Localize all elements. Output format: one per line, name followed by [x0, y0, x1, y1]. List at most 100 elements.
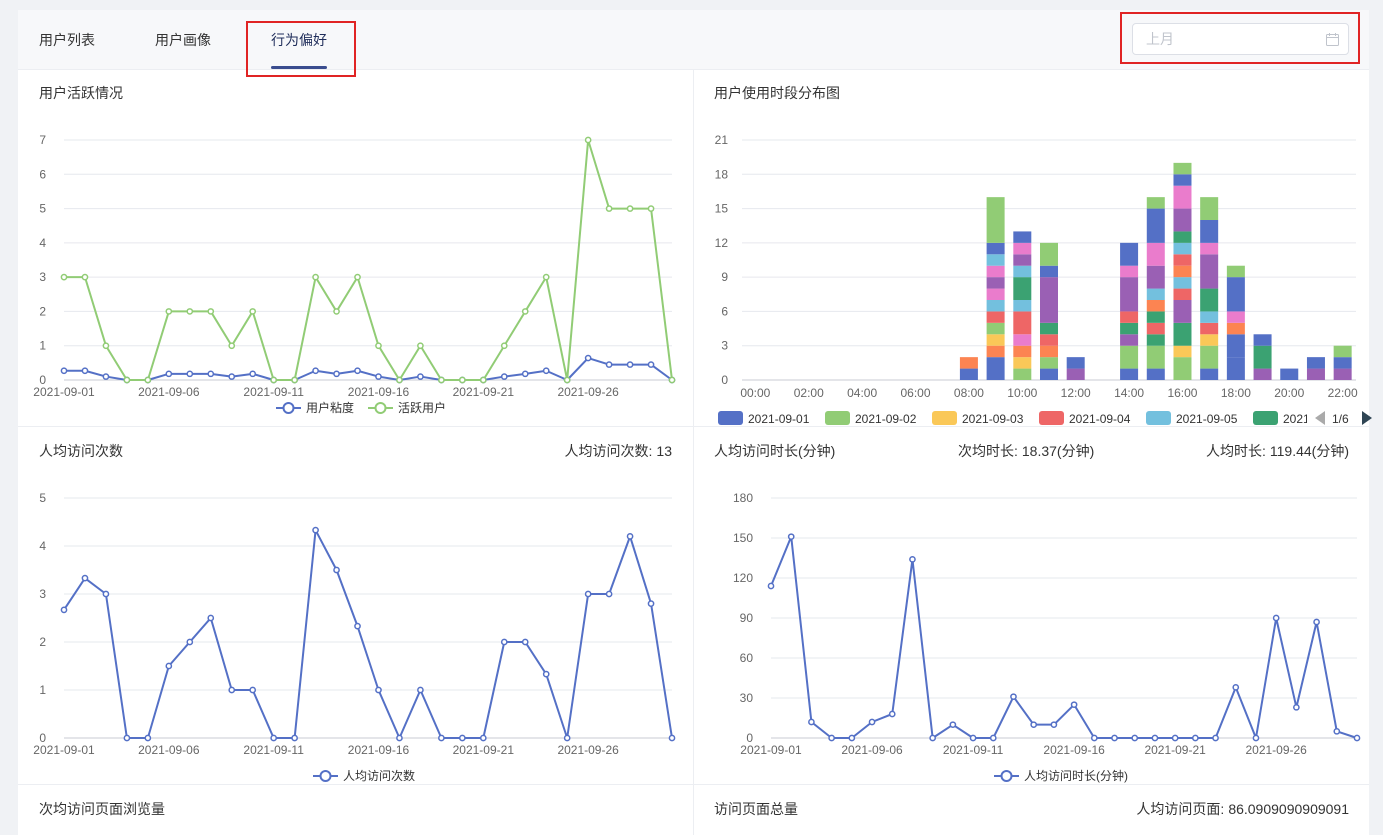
month-picker-input[interactable]	[1134, 25, 1314, 53]
legend-marker-icon	[319, 770, 332, 782]
legend-swatch	[718, 411, 743, 425]
data-point	[228, 373, 236, 380]
tab-user-list[interactable]: 用户列表	[39, 32, 95, 48]
bar-segment	[1173, 322, 1192, 346]
data-point	[1090, 734, 1098, 742]
series-line-1	[64, 139, 673, 381]
y-tick-label: 15	[715, 202, 729, 216]
data-point	[828, 734, 835, 742]
calendar-icon[interactable]	[1326, 33, 1339, 46]
y-tick-label: 18	[715, 167, 729, 181]
data-point	[60, 606, 68, 614]
bar-segment	[1306, 357, 1325, 369]
y-tick-label: 60	[740, 651, 754, 665]
x-tick-label: 22:00	[1328, 386, 1358, 400]
legend-label: 2021-09-04	[1069, 412, 1131, 426]
data-point	[249, 370, 257, 378]
legend-label: 人均访问时长(分钟)	[1024, 768, 1128, 783]
data-point	[668, 376, 676, 384]
y-tick-label: 3	[721, 339, 728, 353]
data-point	[1333, 727, 1341, 735]
legend-prev-icon[interactable]	[1315, 411, 1325, 425]
bar-segment	[1146, 197, 1165, 209]
panel-title-avg-duration: 人均访问时长(分钟)	[714, 443, 836, 459]
bar-segment	[1120, 277, 1139, 312]
bar-segment	[986, 357, 1005, 380]
legend-next-icon[interactable]	[1362, 411, 1372, 425]
panel-title-pageviews-per-visit: 次均访问页面浏览量	[39, 801, 165, 817]
legend-group: 2021-09-01 2021-09-02 2021-09-03 2021-09-04…	[718, 411, 1307, 426]
bar-segment	[1253, 334, 1272, 346]
legend-marker-icon	[374, 402, 387, 414]
app-container: 用户列表 用户画像 行为偏好 用户活跃情况 用户使用时段分布图 人均访问次数 人…	[18, 10, 1372, 835]
data-point	[1252, 734, 1260, 742]
month-picker[interactable]	[1132, 23, 1349, 55]
data-point	[500, 638, 508, 646]
x-tick-label: 2021-09-01	[740, 743, 802, 757]
legend-marker-icon	[282, 402, 295, 414]
bar-segment	[1173, 300, 1192, 323]
data-point	[458, 376, 466, 384]
data-point	[626, 205, 634, 212]
bar-segment	[986, 311, 1005, 323]
x-tick-label: 2021-09-11	[243, 743, 304, 757]
bar-segment	[1120, 265, 1139, 278]
data-point	[1030, 721, 1038, 729]
bar-segment	[1200, 254, 1219, 289]
bar-segment	[1013, 300, 1032, 312]
tab-user-portrait[interactable]: 用户画像	[155, 32, 211, 48]
y-tick-label: 150	[733, 531, 753, 545]
data-point	[102, 342, 110, 350]
stat-label: 人均访问页面:	[1136, 801, 1225, 817]
x-tick-label: 2021-09-21	[453, 385, 515, 399]
data-point	[1313, 618, 1320, 626]
data-point	[81, 367, 89, 375]
bar-segment	[1173, 357, 1192, 380]
data-point	[868, 718, 876, 726]
x-tick-label: 2021-09-16	[348, 743, 410, 757]
series-line-0	[770, 535, 1358, 739]
y-tick-label: 9	[721, 270, 728, 284]
bar-segment	[1333, 357, 1352, 369]
bar-segment	[1200, 220, 1219, 243]
bar-segment	[1173, 254, 1192, 266]
chart-hourly-distribution: 0 3 6 9 12 15 18 21 00:00 02:00 04:00 06:00 08:00 10:…	[715, 133, 1372, 426]
data-point	[81, 273, 89, 281]
data-point	[929, 734, 937, 742]
bar-segment	[1226, 277, 1245, 312]
x-tick-label: 2021-09-06	[138, 743, 200, 757]
bar-segment	[1146, 208, 1165, 243]
bar-segment	[1040, 277, 1058, 323]
bar-segment	[1226, 322, 1245, 335]
bar-segment	[1173, 288, 1192, 300]
data-point	[521, 308, 529, 315]
bar-segment	[986, 322, 1005, 335]
x-tick-label: 12:00	[1061, 386, 1091, 400]
data-point	[605, 361, 613, 368]
x-tick-label: 2021-09-06	[841, 743, 903, 757]
bar-segment	[1013, 242, 1032, 255]
data-point	[458, 734, 466, 742]
data-point	[787, 533, 795, 541]
data-point	[521, 370, 529, 378]
bar-segment	[1226, 311, 1245, 323]
legend-label: 2021-09-03	[962, 412, 1024, 426]
stat-avg-pages-per-user: 人均访问页面: 86.0909090909091	[1136, 799, 1349, 819]
x-tick-label: 2021-09-16	[1043, 743, 1105, 757]
data-point	[1293, 703, 1300, 711]
panel-title-total-pages: 访问页面总量	[714, 801, 798, 817]
data-point	[563, 376, 571, 384]
data-point	[969, 734, 977, 742]
stat-avg-visits: 人均访问次数: 13	[565, 441, 672, 461]
bar-segment	[1146, 265, 1165, 289]
bar-segment	[986, 277, 1005, 289]
bar-segment	[1040, 242, 1058, 266]
data-point	[500, 342, 508, 350]
tab-behavior-preference[interactable]: 行为偏好	[271, 32, 327, 48]
data-point	[479, 734, 487, 742]
y-tick-label: 6	[39, 167, 46, 181]
data-point	[438, 376, 445, 384]
x-tick-label: 2021-09-11	[243, 385, 304, 399]
data-point	[375, 686, 382, 694]
x-tick-label: 2021-09-26	[557, 385, 619, 399]
